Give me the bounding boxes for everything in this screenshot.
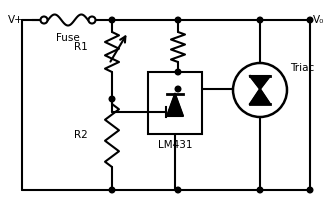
Circle shape — [257, 17, 263, 23]
Text: V₀: V₀ — [313, 15, 324, 25]
Bar — [148, 72, 202, 134]
Circle shape — [109, 187, 115, 193]
Circle shape — [175, 69, 181, 75]
Circle shape — [41, 17, 47, 23]
Text: Fuse: Fuse — [56, 33, 80, 43]
Circle shape — [175, 187, 181, 193]
Text: R2: R2 — [74, 130, 88, 141]
Circle shape — [257, 187, 263, 193]
Circle shape — [233, 63, 287, 117]
Polygon shape — [250, 89, 270, 104]
Circle shape — [109, 96, 115, 102]
Circle shape — [89, 17, 96, 23]
Circle shape — [109, 17, 115, 23]
Text: R1: R1 — [74, 42, 88, 52]
Text: Triac: Triac — [290, 63, 314, 73]
Text: LM431: LM431 — [158, 140, 192, 150]
Polygon shape — [250, 76, 270, 89]
Circle shape — [307, 187, 313, 193]
Circle shape — [307, 17, 313, 23]
Circle shape — [175, 17, 181, 23]
Polygon shape — [167, 94, 183, 116]
Text: V+: V+ — [8, 15, 24, 25]
Circle shape — [175, 86, 181, 92]
